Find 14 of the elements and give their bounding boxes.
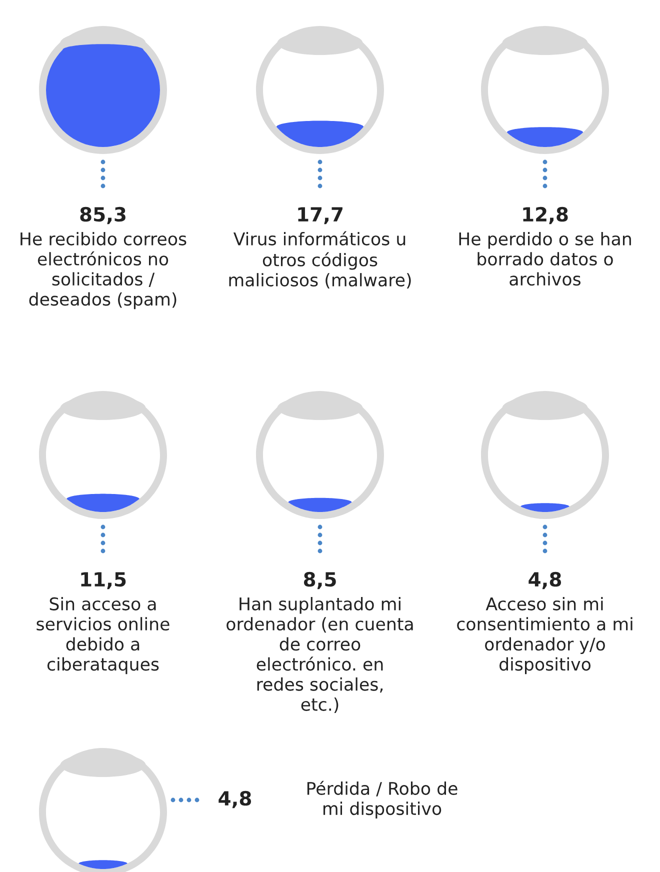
data-label: 85,3	[80, 206, 126, 224]
category-label: Han suplantado mi ordenador (en cuenta de correo electrónico. en redes sociales, etc.)	[226, 597, 413, 713]
data-label: 17,7	[298, 207, 342, 224]
category-label: Pérdida / Robo de mi dispositivo	[307, 780, 458, 818]
category-label: Acceso sin mi consentimiento a mi ordenador y/o dispositivo	[457, 597, 632, 674]
category-label: Sin acceso a servicios online debido a ciberataques	[36, 597, 170, 674]
data-label: 11,5	[81, 572, 126, 590]
category-label: Virus informáticos u otros códigos maliciosos (malware)	[229, 231, 411, 289]
data-label: 12,8	[523, 206, 568, 224]
data-label: 4,8	[218, 790, 252, 808]
data-label: 8,5	[304, 572, 336, 590]
category-label: He recibido correos electrónicos no solicitados / deseados (spam)	[20, 232, 186, 310]
category-label: He perdido o se han borrado datos o archivos	[459, 232, 631, 286]
data-label: 4,8	[528, 572, 562, 590]
